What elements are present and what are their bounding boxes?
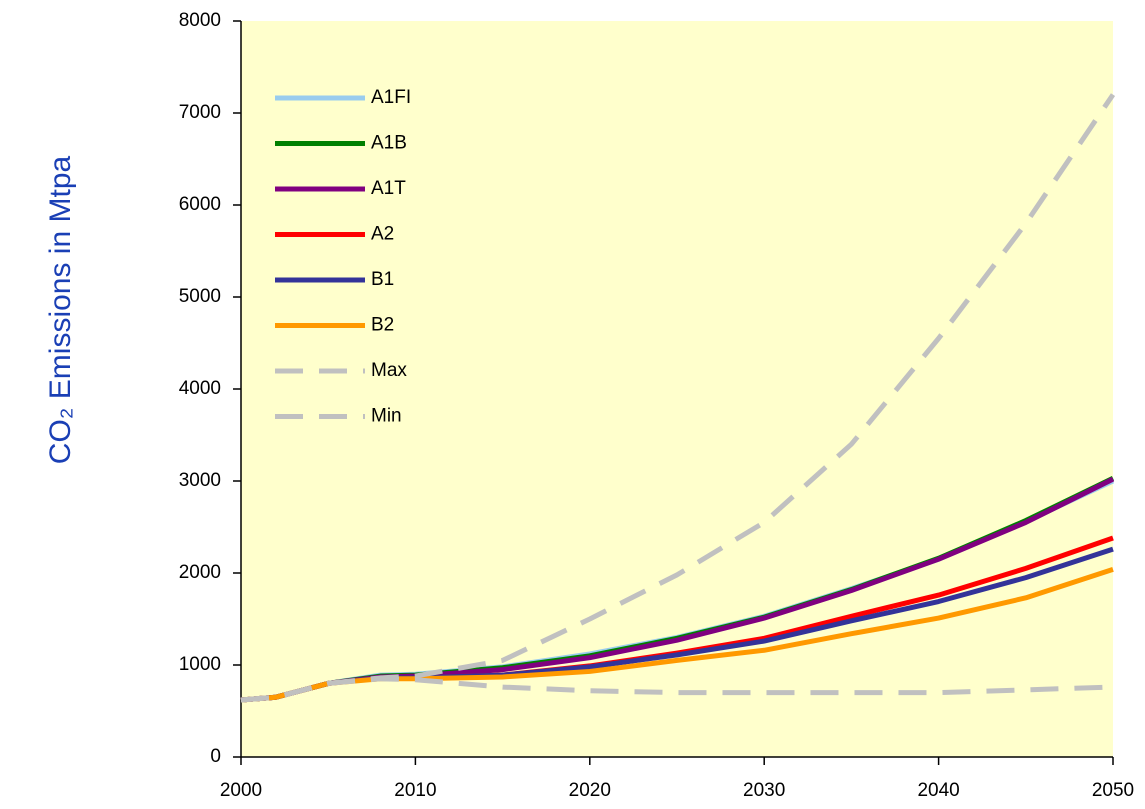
y-tick-label: 4000 <box>179 378 221 399</box>
y-tick-label: 6000 <box>179 194 221 215</box>
y-tick-label: 3000 <box>179 470 221 491</box>
x-tick-label: 2000 <box>220 780 262 801</box>
legend-label: Min <box>371 406 402 427</box>
legend-label: B2 <box>371 315 394 336</box>
x-tick-label: 2040 <box>917 780 959 801</box>
y-tick-label: 7000 <box>179 102 221 123</box>
legend-label: A1T <box>371 178 406 199</box>
legend-label: A2 <box>371 224 394 245</box>
y-tick-label: 2000 <box>179 562 221 583</box>
x-tick-label: 2030 <box>743 780 785 801</box>
y-tick-label: 1000 <box>179 654 221 675</box>
y-tick-label: 5000 <box>179 286 221 307</box>
y-axis-label: CO₂ Emissions in Mtpa <box>44 155 77 464</box>
x-tick-label: 2020 <box>569 780 611 801</box>
x-tick-label: 2050 <box>1092 780 1134 801</box>
plot-area <box>241 21 1113 757</box>
legend-label: A1FI <box>371 87 411 108</box>
legend-label: Max <box>371 360 407 381</box>
x-tick-label: 2010 <box>394 780 436 801</box>
legend-label: B1 <box>371 269 394 290</box>
y-tick-label: 0 <box>210 746 221 767</box>
series-line <box>240 676 1114 703</box>
y-tick-label: 8000 <box>179 10 221 31</box>
legend-label: A1B <box>371 133 407 154</box>
